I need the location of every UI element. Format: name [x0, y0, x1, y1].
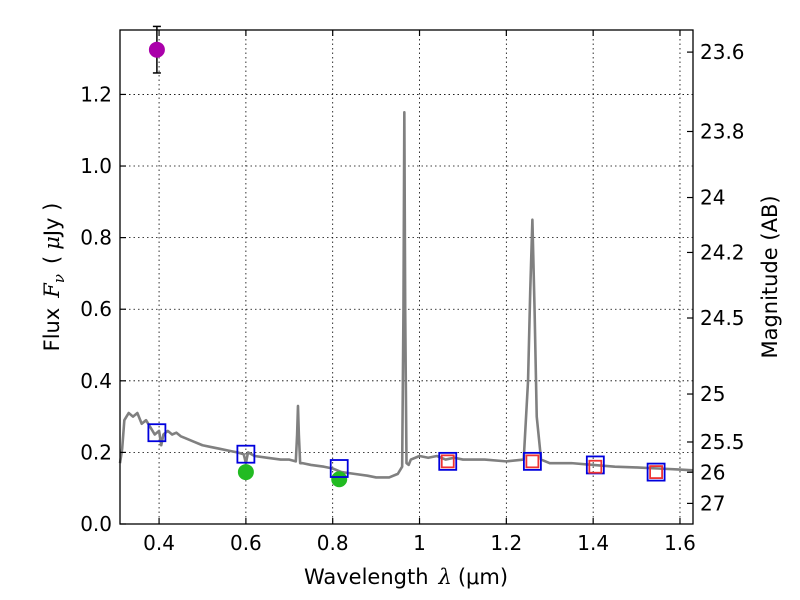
x-tick-label: 1: [413, 531, 426, 555]
x-tick-label: 0.8: [317, 531, 349, 555]
spectrum-line: [118, 111, 694, 479]
axis-ticks: 0.4 0.6 0.8 1 1.2 1.4 1.6 0.0 0.2 0.4 0.6 0.8 1.0 1.2…: [80, 30, 745, 555]
y-tick-label: 0.4: [80, 369, 112, 393]
data-point-square: [588, 459, 603, 474]
x-tick-label: 1.4: [577, 531, 609, 555]
y-tick-label: 0.6: [80, 297, 112, 321]
data-point: [331, 471, 348, 488]
y-axis-label-unit-rest: Jy ): [40, 203, 64, 239]
y2-axis-label: Magnitude (AB): [758, 195, 782, 358]
y-axis-label-unit-open: (: [40, 256, 64, 264]
y-tick-label: 1.0: [80, 154, 112, 178]
x-axis-label: Wavelength λ (μm): [304, 565, 508, 589]
data-point-square: [649, 465, 664, 479]
data-point-square: [438, 451, 458, 471]
data-point-square: [440, 454, 455, 469]
data-point: [148, 41, 165, 58]
y-tick-label: 0.0: [80, 512, 112, 536]
y-axis-label-unit-mu: μ: [40, 236, 64, 250]
x-tick-label: 1.2: [490, 531, 522, 555]
x-axis-label-symbol: λ: [438, 565, 452, 589]
x-axis-label-unit: (μm): [458, 565, 508, 589]
y2-tick-label: 24.5: [700, 306, 745, 330]
y2-tick-label: 24: [700, 186, 725, 210]
data-point-square: [646, 462, 666, 482]
y2-tick-label: 23.6: [700, 40, 745, 64]
data-point-square: [522, 451, 542, 471]
photometry-points: [147, 25, 666, 488]
y-axis-label: Flux Fν ( μJy ): [40, 203, 68, 352]
y-tick-label: 0.2: [80, 440, 112, 464]
data-point-square: [525, 454, 540, 469]
y2-tick-label: 27: [700, 491, 725, 515]
y2-tick-label: 24.2: [700, 240, 745, 264]
y-axis-label-symbol: F: [40, 282, 64, 299]
y2-tick-label: 23.8: [700, 119, 745, 143]
plot-frame: [119, 29, 694, 525]
x-tick-label: 1.6: [664, 531, 696, 555]
data-point-square: [236, 444, 256, 464]
data-point-square: [147, 423, 167, 443]
x-tick-label: 0.6: [230, 531, 262, 555]
y2-tick-label: 25.5: [700, 430, 745, 454]
y-tick-label: 1.2: [80, 82, 112, 106]
spectrum-layer: [118, 111, 694, 479]
y-axis-label-text: Flux: [40, 308, 64, 352]
y-axis-label-symbol-sub: ν: [50, 274, 68, 283]
x-tick-label: 0.4: [143, 531, 175, 555]
x-axis-label-text: Wavelength: [304, 565, 429, 589]
y2-tick-label: 26: [700, 460, 725, 484]
data-point-square: [329, 459, 349, 478]
data-point: [237, 464, 254, 481]
y2-tick-label: 25: [700, 382, 725, 406]
y-tick-label: 0.8: [80, 226, 112, 250]
grid: [120, 30, 693, 525]
